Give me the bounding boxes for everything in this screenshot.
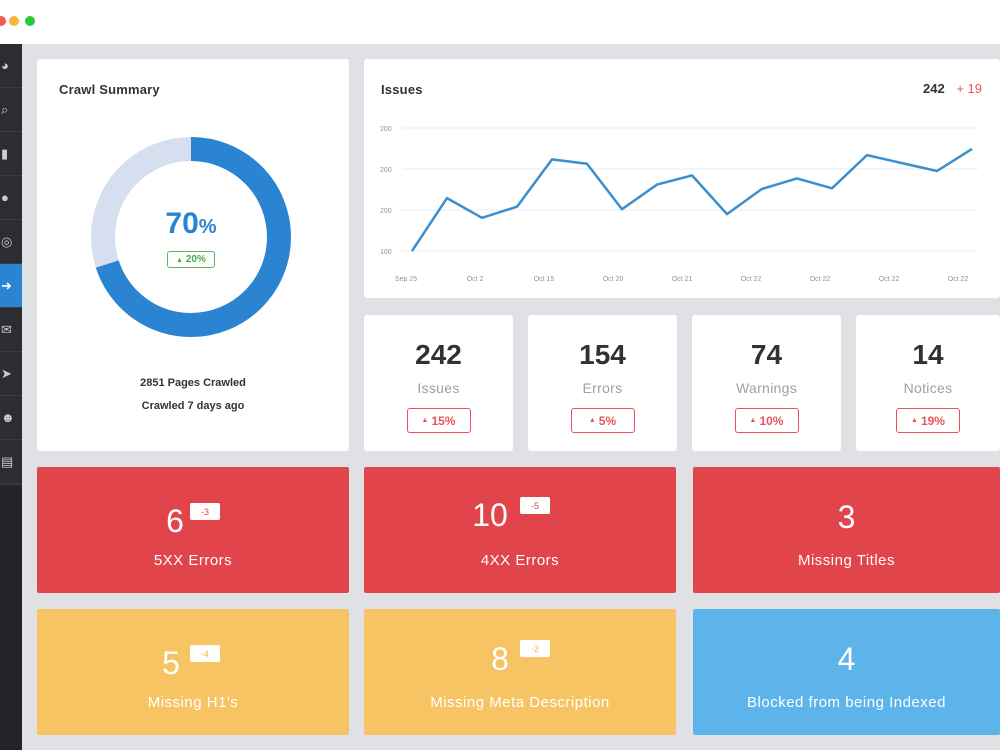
tile-value: 10	[472, 497, 508, 533]
bar-chart-icon[interactable]: ▮	[0, 132, 22, 176]
tile-value: 8	[491, 641, 509, 677]
tile-change-badge: -5	[520, 497, 550, 514]
stat-label: Issues	[417, 380, 460, 396]
close-window-button[interactable]	[0, 16, 6, 26]
stat-label: Notices	[903, 380, 953, 396]
x-tick-label: Oct 21	[672, 276, 693, 283]
crawled-ago-text: Crawled 7 days ago	[141, 400, 245, 412]
issues-total-delta: + 19	[956, 81, 982, 96]
crawl-donut-chart	[91, 137, 291, 337]
stat-card-notices[interactable]: 14 Notices ▲ 19%	[856, 315, 1000, 451]
link-icon[interactable]: ➜	[0, 264, 22, 308]
tile-label: 4XX Errors	[480, 552, 560, 569]
mail-icon[interactable]: ✉	[0, 308, 22, 352]
issues-total: 242 + 19	[923, 81, 982, 96]
sidebar: ◕ ⌕ ▮ ● ◎ ➜ ✉ ➤ ☻ ▤	[0, 44, 22, 750]
tile-value: 4	[837, 641, 856, 677]
y-tick-label: 200	[380, 126, 392, 133]
x-tick-label: Oct 22	[741, 276, 762, 283]
send-icon[interactable]: ➤	[0, 352, 22, 396]
y-tick-label: 100	[380, 249, 392, 256]
tile-label: 5XX Errors	[153, 552, 233, 569]
sidebar-footer	[0, 486, 22, 750]
window-titlebar	[0, 0, 1000, 44]
dashboard-main: Crawl Summary 70% ▲ 20% 2851 Pages Crawl…	[22, 44, 1000, 750]
tile-label: Missing Titles	[797, 552, 896, 569]
tile-label: Blocked from being Indexed	[747, 694, 946, 711]
issues-line-chart: 200 200 200 100 Sep 25 Oct 2 Oct 15 Oct 20 Oct 2…	[380, 126, 978, 283]
y-tick-label: 200	[380, 208, 392, 215]
tile-missing-h1[interactable]: 5 -4 Missing H1's	[37, 609, 349, 735]
stat-value: 242	[415, 339, 462, 370]
y-tick-label: 200	[380, 167, 392, 174]
crawl-summary-title: Crawl Summary	[59, 82, 160, 97]
crawl-percent: 70%	[165, 207, 217, 240]
issues-chart-card: Issues 242 + 19 200 200 200 100 Sep 25 Oct 2 O…	[364, 59, 1000, 298]
stat-value: 14	[912, 339, 944, 370]
tile-value: 5	[162, 645, 180, 681]
x-tick-label: Oct 22	[948, 276, 969, 283]
search-icon[interactable]: ⌕	[0, 88, 22, 132]
stat-change-badge: ▲ 10%	[734, 408, 799, 433]
donut-center: 70% ▲ 20%	[91, 207, 291, 268]
tile-change-badge: -2	[520, 640, 550, 657]
stat-card-errors[interactable]: 154 Errors ▲ 5%	[528, 315, 677, 451]
minimize-window-button[interactable]	[9, 16, 19, 26]
x-tick-label: Sep 25	[395, 276, 417, 283]
x-tick-label: Oct 20	[603, 276, 624, 283]
report-icon[interactable]: ▤	[0, 440, 22, 484]
tile-label: Missing Meta Description	[430, 694, 610, 711]
tile-label: Missing H1's	[147, 694, 239, 711]
pages-crawled-text: 2851 Pages Crawled	[140, 377, 246, 389]
stat-card-warnings[interactable]: 74 Warnings ▲ 10%	[692, 315, 841, 451]
user-icon[interactable]: ☻	[0, 396, 22, 440]
crawl-change-badge: ▲ 20%	[167, 251, 215, 268]
tile-change-badge: -3	[190, 503, 220, 520]
zoom-window-button[interactable]	[25, 16, 35, 26]
settings-icon[interactable]: ◎	[0, 220, 22, 264]
issues-total-value: 242	[923, 81, 945, 96]
x-tick-label: Oct 2	[467, 276, 484, 283]
stat-value: 74	[750, 339, 783, 370]
stat-label: Warnings	[735, 380, 797, 396]
stat-change-badge: ▲ 15%	[406, 408, 471, 433]
tile-missing-titles[interactable]: 3 Missing Titles	[693, 467, 1000, 593]
tile-blocked-from-indexing[interactable]: 4 Blocked from being Indexed	[693, 609, 1000, 735]
tile-change-badge: -4	[190, 645, 220, 662]
comment-icon[interactable]: ●	[0, 176, 22, 220]
stat-value: 154	[579, 339, 626, 370]
issues-chart-title: Issues	[381, 82, 423, 97]
x-tick-label: Oct 22	[810, 276, 831, 283]
donut-progress	[91, 137, 291, 337]
x-tick-label: Oct 15	[534, 276, 555, 283]
stat-change-badge: ▲ 19%	[896, 408, 960, 433]
tile-missing-meta-description[interactable]: 8 -2 Missing Meta Description	[364, 609, 676, 735]
crawl-summary-card: Crawl Summary 70% ▲ 20% 2851 Pages Crawl…	[37, 59, 349, 451]
tile-5xx-errors[interactable]: 6 -3 5XX Errors	[37, 467, 349, 593]
stat-card-issues[interactable]: 242 Issues ▲ 15%	[364, 315, 513, 451]
issues-series-line	[410, 147, 973, 252]
x-tick-label: Oct 22	[879, 276, 900, 283]
tile-value: 6	[166, 503, 184, 539]
tile-4xx-errors[interactable]: 10 -5 4XX Errors	[364, 467, 676, 593]
tile-value: 3	[837, 499, 856, 535]
stat-label: Errors	[582, 380, 623, 396]
palette-icon[interactable]: ◕	[0, 44, 22, 88]
stat-change-badge: ▲ 5%	[570, 408, 635, 433]
